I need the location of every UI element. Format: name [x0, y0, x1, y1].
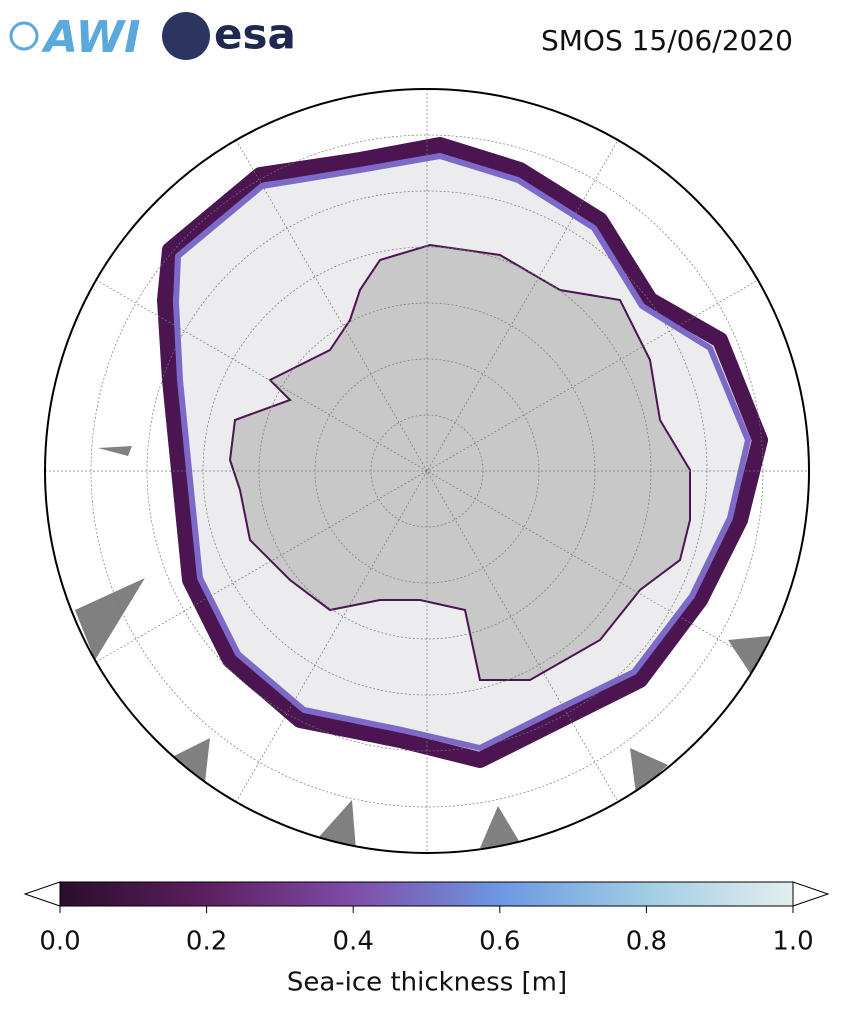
colorbar-extend-high	[792, 881, 830, 907]
sea-ice-edge	[173, 153, 751, 751]
colorbar-tick-label: 0.8	[626, 927, 667, 957]
graticule	[45, 89, 809, 853]
esa-logo: esa	[162, 10, 296, 60]
colorbar-tick-label: 0.2	[186, 927, 227, 957]
colorbar-tick-label: 0.4	[333, 927, 374, 957]
colorbar-tick-label: 1.0	[772, 927, 813, 957]
esa-emblem	[162, 12, 210, 60]
colorbar-gradient	[59, 881, 794, 907]
awi-text: AWI	[41, 12, 141, 63]
awi-globe	[9, 21, 39, 51]
colorbar-extend-low	[23, 881, 61, 907]
map	[45, 89, 809, 853]
title: SMOS 15/06/2020	[541, 24, 793, 57]
antarctica	[228, 243, 691, 681]
colorbar-tick-label: 0.0	[39, 927, 80, 957]
awi-logo: AWI	[9, 12, 141, 63]
map-border	[44, 88, 810, 854]
colorbar: 0.0 0.2 0.4 0.6 0.8 1.0	[23, 881, 830, 957]
colorbar-tick-label: 0.6	[479, 927, 520, 957]
colorbar-label: Sea-ice thickness [m]	[287, 968, 567, 998]
esa-text: esa	[214, 10, 296, 59]
